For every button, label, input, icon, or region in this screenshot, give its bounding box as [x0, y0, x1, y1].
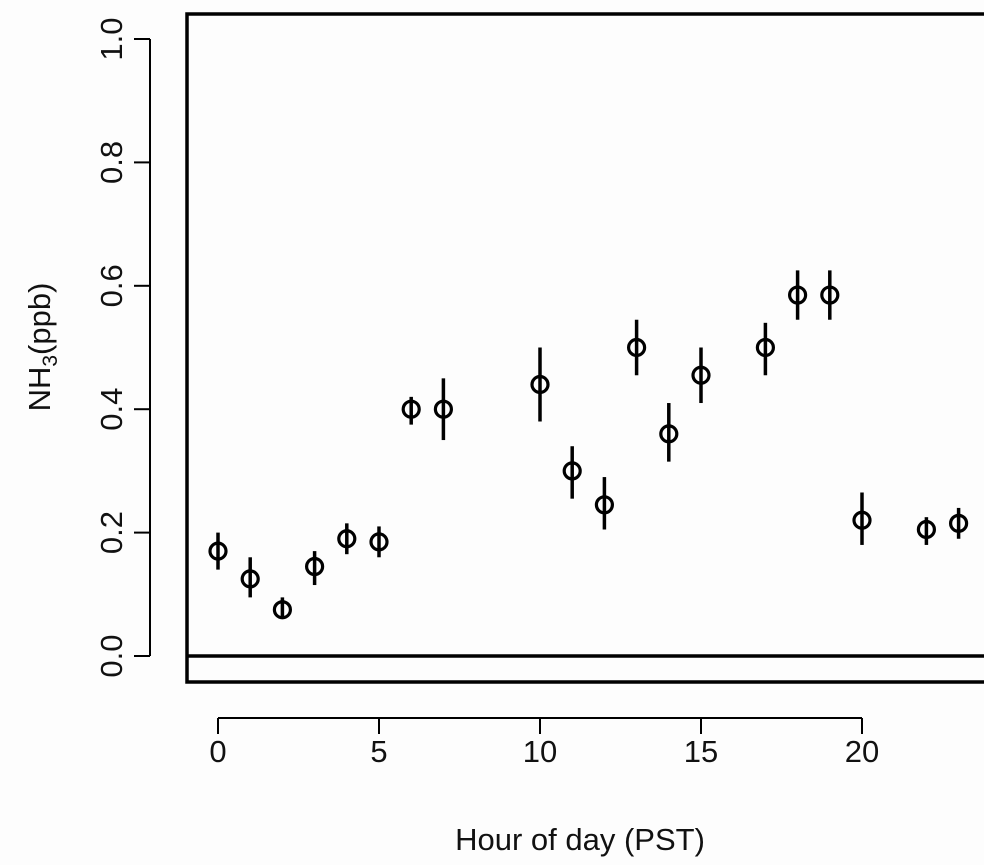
data-point [820, 285, 840, 305]
y-axis-label: NH3(ppb) [22, 283, 62, 412]
x-tick-label: 20 [845, 734, 879, 769]
x-tick-label: 15 [684, 734, 718, 769]
y-axis-label-prefix: NH [22, 367, 57, 412]
data-point [433, 399, 453, 419]
data-point [755, 337, 776, 358]
data-point [272, 600, 292, 620]
y-tick-label: 0.2 [94, 511, 129, 554]
data-points-group [208, 270, 969, 620]
data-point [305, 556, 325, 577]
y-tick-label: 0.8 [94, 141, 129, 184]
axes-group: 0 5 10 15 20 0.0 0.2 0.4 0.6 0.8 1.0 [94, 17, 984, 769]
data-point [787, 285, 808, 305]
x-axis-label: Hour of day (PST) [455, 822, 705, 857]
y-tick-label: 0.6 [94, 264, 129, 307]
data-point [594, 495, 615, 515]
y-axis-label-subscript: 3 [39, 355, 62, 367]
data-point [659, 424, 679, 444]
data-point [530, 374, 550, 395]
data-point [369, 532, 389, 552]
y-tick-label: 0.4 [94, 388, 129, 431]
data-point [626, 337, 647, 358]
data-point [240, 569, 260, 589]
data-point [916, 519, 937, 540]
x-tick-label: 10 [523, 734, 557, 769]
x-tick-label: 0 [209, 734, 226, 769]
data-point [948, 513, 969, 533]
y-axis-label-suffix: (ppb) [22, 283, 57, 355]
data-point [852, 510, 872, 530]
x-tick-label: 5 [370, 734, 387, 769]
y-tick-label: 0.0 [94, 634, 129, 677]
data-point [401, 399, 421, 419]
y-tick-label: 1.0 [94, 17, 129, 60]
data-point [562, 461, 582, 481]
data-point [337, 529, 357, 549]
data-point [208, 541, 228, 561]
data-point [691, 365, 711, 385]
plot-frame [185, 12, 984, 684]
